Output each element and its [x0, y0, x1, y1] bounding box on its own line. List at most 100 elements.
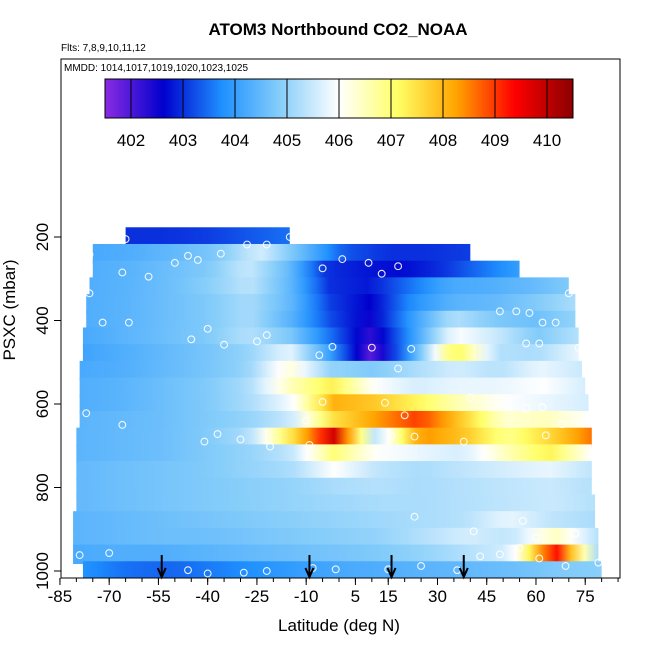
x-tick-label: -40 — [195, 587, 220, 606]
flight-arrow — [304, 555, 315, 580]
sample-marker — [410, 432, 419, 441]
curtain-layer — [76, 494, 596, 514]
curtain-layer — [89, 277, 569, 297]
sample-marker — [75, 551, 84, 560]
sample-marker — [538, 318, 547, 327]
sample-marker — [561, 562, 570, 570]
sample-marker — [203, 324, 212, 333]
x-tick-label: -25 — [245, 587, 270, 606]
y-tick-label: 1000 — [33, 552, 52, 590]
sample-marker — [331, 565, 340, 574]
plot-frame — [60, 58, 621, 579]
curtain-layer — [76, 427, 592, 448]
sample-marker — [387, 432, 396, 441]
sample-marker — [266, 442, 275, 451]
x-tick-label: 15 — [379, 587, 398, 606]
sample-marker — [495, 307, 504, 316]
x-tick-label: 60 — [527, 587, 546, 606]
sample-marker — [262, 331, 271, 340]
sample-marker — [318, 264, 327, 273]
sample-marker — [184, 566, 192, 575]
curtain-layer — [79, 410, 589, 431]
sample-marker — [85, 289, 94, 298]
sample-marker — [469, 527, 478, 536]
x-axis: -85 -70 -55 -40 -25 -10 5 15 30 45 60 75 — [48, 578, 619, 606]
curtain-layer — [125, 227, 290, 247]
curtain-layer — [92, 243, 471, 264]
curtain-layer — [73, 511, 596, 531]
x-axis-label: Latitude (deg N) — [278, 616, 400, 635]
sample-marker — [558, 420, 567, 428]
sample-marker — [305, 440, 314, 449]
chart-title: ATOM3 Northbound CO2_NOAA — [208, 20, 467, 39]
curtain-layer — [76, 444, 592, 464]
sample-marker — [203, 569, 212, 578]
sample-marker — [417, 562, 426, 570]
colorbar-tick-label: 407 — [377, 131, 405, 150]
sample-marker — [394, 262, 403, 271]
sample-marker — [594, 558, 603, 567]
y-tick-label: 800 — [33, 473, 52, 501]
sample-marker — [170, 258, 179, 267]
x-tick-label: -70 — [97, 587, 122, 606]
y-tick-label: 200 — [33, 223, 52, 251]
sample-marker — [118, 268, 127, 277]
sample-marker — [328, 342, 337, 351]
curtain-layer — [92, 260, 520, 281]
sample-marker — [476, 552, 485, 561]
sample-marker — [532, 533, 540, 542]
colorbar-tick-label: 408 — [429, 131, 457, 150]
sample-marker — [338, 255, 347, 264]
sample-marker — [187, 335, 196, 344]
flight-arrow — [458, 555, 469, 580]
flight-arrows — [156, 555, 469, 580]
dates-subtitle: MMDD: 1014,1017,1019,1020,1023,1025 — [64, 63, 248, 74]
sample-marker — [518, 516, 527, 525]
sample-marker — [377, 269, 386, 278]
sample-marker — [82, 409, 91, 418]
flights-subtitle: Flts: 7,8,9,10,11,12 — [61, 43, 146, 54]
colorbar-tick-label: 402 — [117, 131, 145, 150]
sample-markers — [75, 233, 603, 578]
sample-marker — [144, 272, 153, 281]
x-tick-label: -55 — [146, 587, 171, 606]
sample-marker — [515, 544, 524, 552]
x-tick-label: 75 — [576, 587, 595, 606]
x-tick-label: -10 — [294, 587, 319, 606]
sample-marker — [200, 437, 209, 446]
sample-marker — [318, 397, 327, 406]
colorbar-tick-label: 406 — [325, 131, 353, 150]
curtain-layer — [73, 527, 599, 548]
sample-marker — [236, 435, 245, 444]
colorbar-tick-label: 405 — [273, 131, 301, 150]
colorbar-ticklines — [130, 79, 548, 118]
curtain-layer — [82, 561, 602, 578]
sample-marker — [315, 351, 324, 360]
sample-marker — [364, 258, 373, 267]
curtain-layer — [79, 394, 589, 414]
y-axis-label: PSXC (mbar) — [0, 259, 19, 360]
sample-marker — [193, 256, 202, 264]
sample-marker — [535, 339, 544, 348]
curtain-layer — [73, 544, 599, 565]
curtain-layer — [86, 294, 576, 314]
sample-marker — [213, 430, 222, 439]
curtain-layer — [76, 461, 592, 481]
sample-marker — [407, 344, 416, 353]
sample-marker — [381, 398, 389, 407]
colorbar-labels: 402 403 404 405 406 407 408 409 410 — [117, 131, 561, 150]
sample-marker — [367, 343, 376, 352]
sample-marker — [121, 235, 130, 244]
sample-marker — [564, 289, 573, 298]
curtain-layer — [76, 477, 592, 498]
sample-marker — [220, 340, 229, 349]
sample-marker — [239, 568, 248, 577]
sample-marker — [400, 411, 409, 420]
sample-marker — [512, 307, 521, 316]
sample-marker — [118, 420, 127, 429]
colorbar-tick-label: 410 — [533, 131, 561, 150]
curtain-heatmap — [73, 227, 602, 578]
sample-marker — [541, 431, 550, 440]
sample-marker — [574, 343, 583, 352]
